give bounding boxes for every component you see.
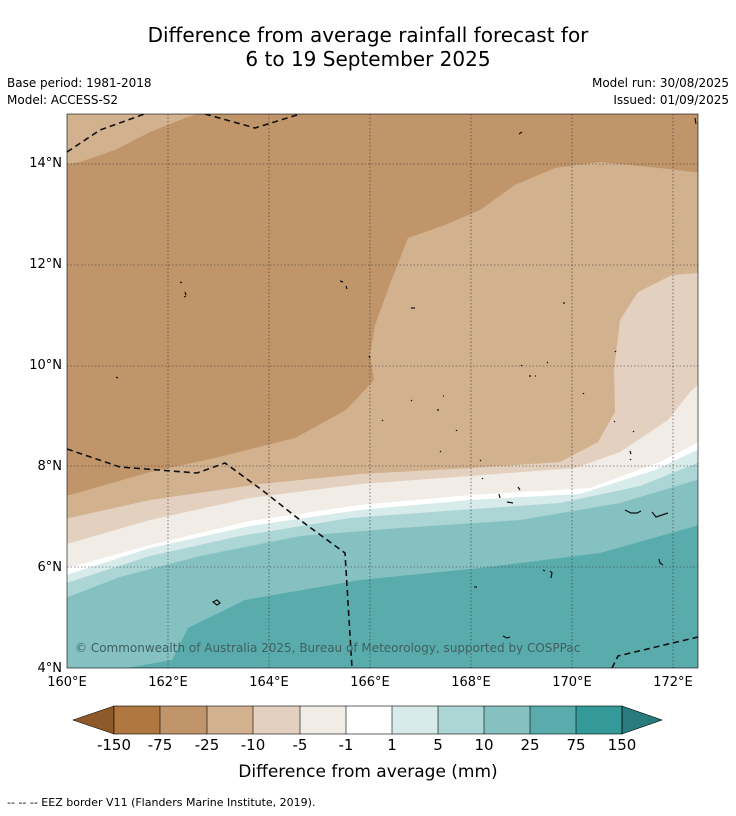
colorbar-swatch (253, 706, 300, 734)
colorbar-label: -1 (338, 736, 354, 754)
map-title-line1: Difference from average rainfall forecas… (147, 23, 589, 47)
eez-legend-note: -- -- -- EEZ border V11 (Flanders Marine… (7, 796, 316, 809)
lat-label: 12°N (29, 257, 62, 272)
lon-label: 160°E (47, 675, 87, 690)
lat-label: 8°N (37, 459, 63, 474)
rainfall-anomaly-field (67, 114, 698, 668)
lon-label: 166°E (350, 675, 390, 690)
colorbar-swatch (207, 706, 253, 734)
colorbar-swatch (300, 706, 346, 734)
lon-label: 170°E (552, 675, 592, 690)
lon-label: 164°E (249, 675, 289, 690)
colorbar-label: 5 (433, 736, 443, 754)
copyright-notice: © Commonwealth of Australia 2025, Bureau… (75, 641, 581, 655)
colorbar (72, 705, 663, 735)
lat-label: 4°N (37, 661, 63, 676)
colorbar-label: -75 (147, 736, 173, 754)
map-title-line2: 6 to 19 September 2025 (245, 47, 491, 71)
colorbar-swatch (114, 706, 160, 734)
colorbar-swatch (346, 706, 392, 734)
model-run: Model run: 30/08/2025 (591, 76, 729, 90)
lat-label: 6°N (37, 560, 63, 575)
base-period: Base period: 1981-2018 (7, 76, 152, 90)
colorbar-swatch (392, 706, 438, 734)
colorbar-swatch (438, 706, 484, 734)
lon-label: 168°E (451, 675, 491, 690)
colorbar-label: 1 (387, 736, 397, 754)
colorbar-swatch (530, 706, 576, 734)
colorbar-swatch (484, 706, 530, 734)
lat-label: 14°N (29, 156, 62, 171)
colorbar-label: 150 (607, 736, 637, 754)
lat-label: 10°N (29, 358, 62, 373)
colorbar-label: 75 (566, 736, 586, 754)
band-dry-corner (67, 114, 198, 164)
colorbar-swatch (160, 706, 207, 734)
colorbar-label: -150 (96, 736, 132, 754)
colorbar-swatch (576, 706, 622, 734)
band-dry-25-75 (67, 114, 698, 495)
colorbar-title: Difference from average (mm) (238, 762, 498, 782)
islands (115, 117, 697, 639)
eez-border (67, 114, 698, 668)
colorbar-label: 25 (520, 736, 540, 754)
colorbar-label: -25 (194, 736, 220, 754)
lon-label: 172°E (653, 675, 693, 690)
colorbar-label: 10 (474, 736, 494, 754)
colorbar-arrow-wet (621, 705, 663, 735)
colorbar-arrow-dry (72, 705, 115, 735)
colorbar-label: -10 (240, 736, 266, 754)
colorbar-label: -5 (292, 736, 308, 754)
model-name: Model: ACCESS-S2 (7, 93, 119, 107)
map-frame (66, 113, 699, 669)
issued-date: Issued: 01/09/2025 (613, 93, 729, 107)
graticule (67, 114, 698, 668)
lon-label: 162°E (148, 675, 188, 690)
